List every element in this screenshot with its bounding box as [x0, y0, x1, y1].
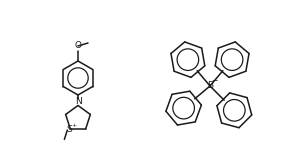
- Text: B: B: [207, 81, 213, 91]
- Text: +: +: [71, 123, 77, 128]
- Text: O: O: [75, 41, 81, 50]
- Text: S: S: [66, 124, 72, 134]
- Text: N: N: [75, 97, 81, 107]
- Text: −: −: [211, 76, 217, 86]
